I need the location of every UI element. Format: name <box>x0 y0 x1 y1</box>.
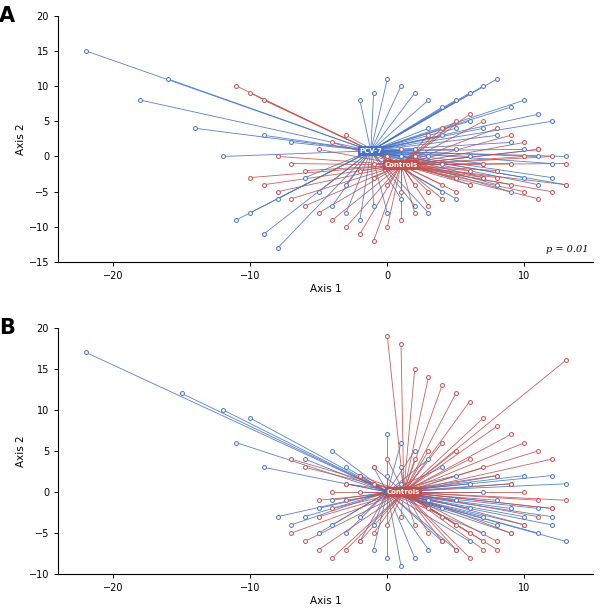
Text: A: A <box>0 6 16 26</box>
Y-axis label: Axis 2: Axis 2 <box>16 123 26 154</box>
Text: PCV-7: PCV-7 <box>359 148 382 154</box>
Text: p = 0.01: p = 0.01 <box>547 245 589 254</box>
Text: Controls: Controls <box>387 489 421 495</box>
X-axis label: Axis 1: Axis 1 <box>310 284 341 294</box>
Y-axis label: Axis 2: Axis 2 <box>16 435 26 466</box>
Text: Controls: Controls <box>385 162 418 168</box>
X-axis label: Axis 1: Axis 1 <box>310 596 341 606</box>
Text: B: B <box>0 318 15 338</box>
